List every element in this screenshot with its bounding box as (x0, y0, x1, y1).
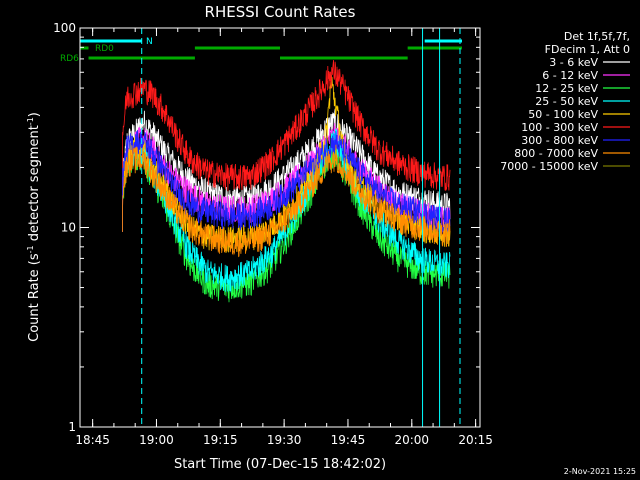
legend-entry-label: 25 - 50 keV (535, 95, 598, 108)
legend-header: FDecim 1, Att 0 (545, 43, 630, 56)
legend-entry-label: 50 - 100 keV (528, 108, 598, 121)
flag-label: N (146, 37, 153, 47)
legend-entry-label: 300 - 800 keV (521, 134, 598, 147)
x-tick-label: 19:15 (203, 433, 238, 447)
x-axis-label: Start Time (07-Dec-15 18:42:02) (174, 457, 386, 472)
footer-timestamp: 2-Nov-2021 15:25 (564, 467, 636, 476)
series-line (122, 59, 451, 232)
legend-entry-label: 12 - 25 keV (535, 82, 598, 95)
y-tick-label: 10 (61, 221, 76, 235)
y-axis-label: Count Rate (s-1 detector segment-1) (26, 112, 42, 342)
x-tick-label: 19:30 (267, 433, 302, 447)
legend-entry-label: 100 - 300 keV (521, 121, 598, 134)
ylabel-rest: detector segment (27, 125, 42, 245)
y-tick-label: 100 (53, 21, 76, 35)
ylabel-main: Count Rate (s (27, 253, 42, 342)
x-tick-label: 19:00 (139, 433, 174, 447)
flag-label: RD0 (95, 44, 114, 54)
legend-entry-label: 800 - 7000 keV (514, 147, 598, 160)
flag-label: RD6 (60, 54, 79, 64)
ylabel-sup2: -1 (26, 117, 35, 125)
legend-entry-label: 6 - 12 keV (542, 69, 598, 82)
ylabel-sup: -1 (26, 245, 35, 253)
x-tick-label: 19:45 (331, 433, 366, 447)
x-tick-label: 18:45 (75, 433, 110, 447)
x-tick-label: 20:00 (394, 433, 429, 447)
legend-entry-label: 3 - 6 keV (549, 56, 598, 69)
series-lines (122, 59, 451, 303)
y-tick-label: 1 (68, 420, 76, 434)
y-axis-ticks: 1 10 100 (53, 21, 480, 434)
ylabel-close: ) (27, 112, 42, 117)
x-tick-label: 20:15 (458, 433, 493, 447)
legend-entry-label: 7000 - 15000 keV (500, 160, 598, 173)
chart-title: RHESSI Count Rates (205, 3, 356, 21)
series-line (122, 144, 451, 258)
x-axis-ticks: 18:45 19:00 19:15 19:30 19:45 20:00 20:15 (75, 28, 493, 447)
legend-header: Det 1f,5f,7f, (564, 30, 630, 43)
series-line (122, 129, 451, 235)
